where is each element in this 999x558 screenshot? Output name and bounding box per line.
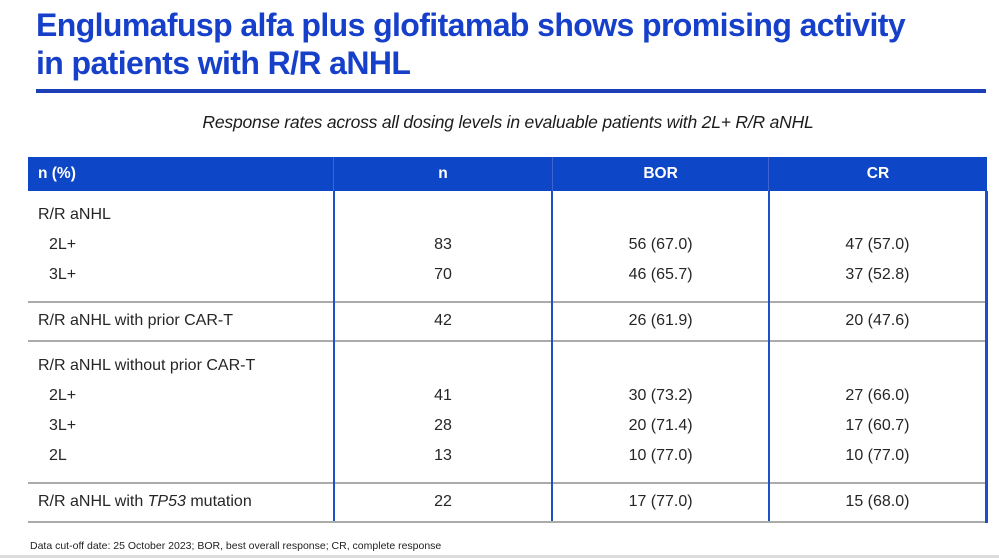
slide-bottom-edge: [0, 555, 999, 558]
row-label-cell: 3L+: [49, 417, 77, 434]
cr-cell: 37 (52.8): [767, 260, 988, 302]
bor-cell: 30 (73.2): [551, 381, 769, 411]
header-n-pct: n (%): [28, 157, 334, 191]
table-row: R/R aNHL with prior CAR-T 42 26 (61.9) 2…: [28, 301, 988, 341]
cr-cell: 10 (77.0): [767, 441, 988, 483]
header-bor: BOR: [551, 157, 769, 191]
n-cell: 70: [332, 260, 553, 302]
n-cell: 42: [332, 301, 553, 341]
row-label-cell: R/R aNHL with TP53 mutation: [28, 482, 334, 523]
row-label-gene-italic: TP53: [147, 493, 186, 510]
cr-cell: 27 (66.0): [767, 381, 988, 411]
row-label-prefix: R/R aNHL with: [38, 493, 148, 510]
bor-cell: 10 (77.0): [551, 441, 769, 483]
cr-cell: 47 (57.0): [767, 230, 988, 260]
row-label-cell: 2L+: [49, 236, 77, 253]
table-row: 2L+ 41 30 (73.2) 27 (66.0): [28, 381, 988, 411]
bor-cell: [551, 340, 769, 381]
cr-cell: [767, 191, 988, 230]
cr-cell: 17 (60.7): [767, 411, 988, 441]
row-label-cell: 2L+: [49, 387, 77, 404]
table-header-row: n (%) n BOR CR: [28, 157, 987, 191]
title-underline: [36, 89, 986, 93]
row-label-cell: 3L+: [49, 266, 77, 283]
header-cr: CR: [768, 157, 987, 191]
table-row: R/R aNHL with TP53 mutation 22 17 (77.0)…: [28, 482, 988, 523]
footnote: Data cut-off date: 25 October 2023; BOR,…: [30, 540, 442, 552]
cr-cell: 15 (68.0): [767, 482, 988, 523]
row-label-cell: 2L: [49, 447, 67, 464]
bor-cell: [551, 191, 769, 230]
n-cell: [332, 340, 553, 381]
bor-cell: 26 (61.9): [551, 301, 769, 341]
response-table: n (%) n BOR CR R/R aNHL 2L+ 83 56 (67.0): [28, 157, 988, 523]
table-row: 3L+ 28 20 (71.4) 17 (60.7): [28, 411, 988, 441]
n-cell: 28: [332, 411, 553, 441]
n-cell: 41: [332, 381, 553, 411]
table-row: R/R aNHL: [28, 191, 988, 230]
row-label-cell: R/R aNHL with prior CAR-T: [28, 301, 334, 341]
page-title: Englumafusp alfa plus glofitamab shows p…: [36, 7, 906, 81]
n-cell: 83: [332, 230, 553, 260]
bor-cell: 46 (65.7): [551, 260, 769, 302]
bor-cell: 17 (77.0): [551, 482, 769, 523]
bor-cell: 56 (67.0): [551, 230, 769, 260]
response-table-container: n (%) n BOR CR R/R aNHL 2L+ 83 56 (67.0): [28, 157, 988, 523]
n-cell: 22: [332, 482, 553, 523]
cr-cell: 20 (47.6): [767, 301, 988, 341]
header-n: n: [333, 157, 553, 191]
n-cell: [332, 191, 553, 230]
n-cell: 13: [332, 441, 553, 483]
table-row: R/R aNHL without prior CAR-T: [28, 340, 988, 381]
row-label-cell: R/R aNHL without prior CAR-T: [28, 340, 334, 381]
subtitle: Response rates across all dosing levels …: [202, 112, 814, 132]
table-row: 2L 13 10 (77.0) 10 (77.0): [28, 441, 988, 483]
bor-cell: 20 (71.4): [551, 411, 769, 441]
cr-cell: [767, 340, 988, 381]
row-label-suffix: mutation: [185, 493, 252, 510]
table-row: 3L+ 70 46 (65.7) 37 (52.8): [28, 260, 988, 302]
row-label-cell: R/R aNHL: [38, 206, 111, 223]
table-row: 2L+ 83 56 (67.0) 47 (57.0): [28, 230, 988, 260]
